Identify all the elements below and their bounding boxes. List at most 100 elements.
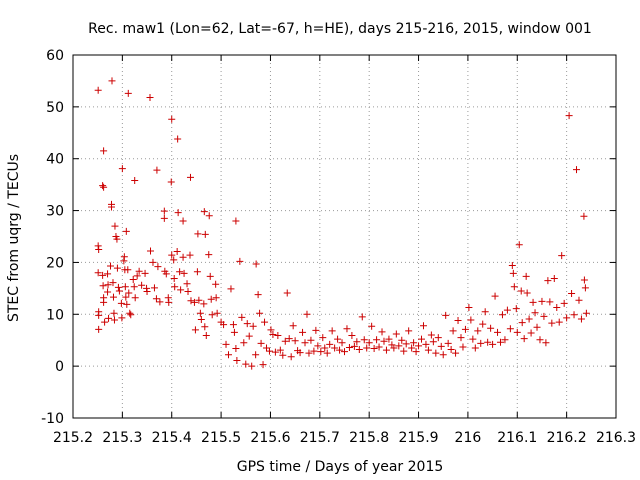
data-point (224, 351, 232, 359)
data-point (208, 311, 216, 319)
data-point (127, 311, 135, 319)
data-point (336, 346, 344, 354)
data-point (135, 267, 143, 275)
data-point (122, 227, 130, 235)
data-point (267, 326, 275, 334)
data-point (200, 208, 208, 216)
data-point (418, 335, 426, 343)
data-point (124, 89, 132, 97)
data-point (496, 338, 504, 346)
data-point (408, 344, 416, 352)
data-point (580, 276, 588, 284)
data-point (424, 346, 432, 354)
data-point (553, 304, 561, 312)
data-point (299, 328, 307, 336)
data-point (518, 319, 526, 327)
data-point (380, 337, 388, 345)
data-point (370, 345, 378, 353)
data-point (323, 349, 331, 357)
data-point (165, 298, 173, 306)
data-point (141, 269, 149, 277)
data-point (104, 288, 112, 296)
data-point (232, 217, 240, 225)
data-point (170, 256, 178, 264)
data-point (378, 328, 386, 336)
data-point (398, 336, 406, 344)
data-point (94, 269, 102, 277)
data-point (402, 340, 410, 348)
data-point (410, 339, 418, 347)
data-point (205, 251, 213, 259)
y-axis-label: STEC from uqrg / TECUs (6, 154, 22, 322)
data-point (100, 147, 108, 155)
data-point (100, 183, 108, 191)
data-point (184, 287, 192, 295)
data-point (242, 360, 250, 368)
data-point (296, 349, 304, 357)
data-point (350, 342, 358, 350)
data-point (125, 289, 133, 297)
data-point (252, 351, 260, 359)
data-point (310, 347, 318, 355)
data-point (220, 321, 228, 329)
x-tick-label: 215.2 (53, 430, 93, 446)
data-point (243, 320, 251, 328)
data-point (353, 338, 361, 346)
data-point (276, 346, 284, 354)
data-point (555, 318, 563, 326)
data-point (240, 339, 248, 347)
data-point (432, 349, 440, 357)
data-point (434, 334, 442, 342)
data-point (114, 283, 122, 291)
data-point (312, 326, 320, 334)
data-point (328, 327, 336, 335)
data-point (212, 294, 220, 302)
data-point (548, 319, 556, 327)
data-point (238, 313, 246, 321)
data-point (343, 325, 351, 333)
data-point (202, 332, 210, 340)
data-point (529, 298, 537, 306)
data-point (147, 247, 155, 255)
data-point (536, 336, 544, 344)
data-point (177, 286, 185, 294)
data-point (104, 281, 112, 289)
data-point (200, 300, 208, 308)
data-point (422, 340, 430, 348)
data-point (168, 115, 176, 123)
data-point (263, 344, 271, 352)
data-point (439, 351, 447, 359)
y-tick-label: 0 (55, 359, 64, 375)
data-point (444, 339, 452, 347)
data-point (194, 230, 202, 238)
data-point (580, 212, 588, 220)
data-point (452, 349, 460, 357)
data-point (363, 344, 371, 352)
data-point (405, 327, 413, 335)
data-point (345, 343, 353, 351)
data-point (531, 309, 539, 317)
data-point (334, 335, 342, 343)
data-point (442, 311, 450, 319)
data-point (109, 293, 117, 301)
data-point (174, 209, 182, 217)
data-point (265, 347, 273, 355)
data-point (168, 251, 176, 259)
data-point (314, 342, 322, 350)
data-point (533, 323, 541, 331)
data-point (546, 298, 554, 306)
data-point (307, 336, 315, 344)
data-point (271, 348, 279, 356)
data-point (283, 289, 291, 297)
data-point (568, 290, 576, 298)
data-point (358, 313, 366, 321)
data-point (167, 178, 175, 186)
data-point (338, 339, 346, 347)
data-point (542, 339, 550, 347)
y-tick-label: 50 (46, 100, 64, 116)
data-point (427, 331, 435, 339)
data-point (179, 253, 187, 261)
data-point (560, 299, 568, 307)
data-point (538, 297, 546, 305)
